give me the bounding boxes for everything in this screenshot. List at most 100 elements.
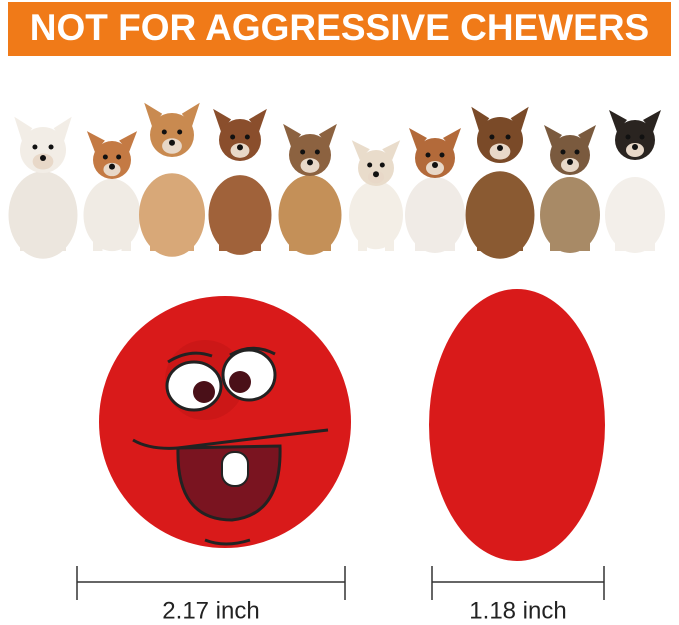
- dog-part: [351, 140, 370, 160]
- ball: [99, 296, 351, 548]
- dog-part: [409, 128, 427, 150]
- dog-part: [183, 225, 194, 251]
- dog-part: [162, 138, 182, 154]
- dog-part: [32, 144, 38, 150]
- dog-part: [144, 102, 163, 127]
- dog-part: [645, 225, 655, 251]
- dog-part: [445, 225, 455, 251]
- dog-part: [578, 125, 596, 147]
- dog-part: [289, 225, 300, 251]
- dog-part: [567, 159, 573, 165]
- dog-part: [643, 110, 661, 132]
- dog-part: [632, 144, 638, 150]
- dog-part: [54, 225, 66, 251]
- dog-part: [358, 150, 394, 186]
- dog-part: [150, 113, 194, 157]
- dog-part: [511, 225, 523, 251]
- brow: [229, 346, 276, 357]
- dog-part: [349, 180, 403, 250]
- eye: [221, 348, 277, 402]
- dog-part: [544, 125, 562, 147]
- dog-part: [489, 134, 495, 140]
- dog-part: [139, 173, 205, 257]
- dog-part: [580, 225, 590, 251]
- dog-part: [320, 225, 331, 251]
- dog-part: [415, 225, 425, 251]
- banner: [8, 2, 671, 56]
- dog-part: [208, 175, 272, 255]
- dog-part: [318, 123, 337, 147]
- dog-part: [213, 108, 232, 132]
- dimension-label: 2.17 inch: [162, 597, 259, 624]
- dog-lineup: [8, 102, 665, 259]
- dog-part: [32, 153, 54, 170]
- dog-part: [358, 225, 367, 251]
- dog-part: [300, 149, 306, 155]
- dog-part: [14, 116, 33, 142]
- dog-part: [300, 158, 320, 173]
- dog-part: [250, 225, 261, 251]
- dog-part: [385, 225, 394, 251]
- brow: [167, 351, 213, 364]
- dog-part: [248, 108, 267, 132]
- dog-part: [432, 162, 438, 168]
- smile: [132, 428, 329, 450]
- dog-part: [169, 139, 175, 146]
- dog-part: [477, 117, 523, 163]
- pupil: [229, 371, 251, 393]
- banner-text: NOT FOR AGGRESSIVE CHEWERS: [30, 7, 649, 48]
- dog-part: [510, 106, 529, 132]
- dog-part: [219, 119, 261, 161]
- dog-part: [219, 225, 230, 251]
- dog-part: [116, 154, 122, 160]
- dog-part: [574, 149, 580, 155]
- pupil: [193, 381, 215, 403]
- dog-part: [425, 152, 431, 158]
- dog-part: [93, 225, 103, 251]
- dog-part: [625, 134, 631, 140]
- dog-part: [93, 141, 131, 179]
- dog-part: [53, 116, 72, 142]
- dog-part: [550, 225, 560, 251]
- dog-part: [8, 171, 78, 259]
- dog-part: [230, 134, 236, 140]
- face-ball: [99, 296, 351, 548]
- dog-part: [244, 134, 250, 140]
- dog-part: [278, 175, 342, 255]
- dog-part: [307, 159, 313, 166]
- dog-part: [181, 102, 200, 127]
- dog-part: [471, 106, 490, 132]
- dog-part: [289, 134, 331, 176]
- dog-part: [415, 138, 455, 178]
- dimension-label: 1.18 inch: [469, 597, 566, 624]
- dog-part: [40, 155, 46, 162]
- dog-part: [109, 163, 115, 170]
- dog-part: [314, 149, 320, 155]
- dog-part: [161, 129, 167, 135]
- dog-part: [102, 154, 108, 160]
- dog-part: [465, 171, 535, 259]
- dog-part: [121, 225, 131, 251]
- dog-part: [20, 127, 66, 173]
- dog-part: [367, 162, 373, 168]
- chin: [204, 538, 251, 546]
- dog-part: [48, 144, 54, 150]
- dog-part: [283, 123, 302, 147]
- dog-part: [119, 131, 138, 152]
- dog-part: [443, 128, 461, 150]
- dog-part: [609, 110, 627, 132]
- dog-part: [605, 177, 665, 253]
- dog-part: [477, 225, 489, 251]
- dog-part: [615, 120, 655, 160]
- tooth: [221, 451, 249, 487]
- dog-part: [177, 129, 183, 135]
- dog-part: [20, 225, 32, 251]
- dog-part: [382, 140, 401, 160]
- dog-part: [497, 145, 503, 152]
- dog-part: [550, 135, 590, 175]
- dog-part: [373, 171, 379, 178]
- dog-part: [639, 134, 645, 140]
- dog-part: [439, 152, 445, 158]
- dog-part: [379, 162, 385, 168]
